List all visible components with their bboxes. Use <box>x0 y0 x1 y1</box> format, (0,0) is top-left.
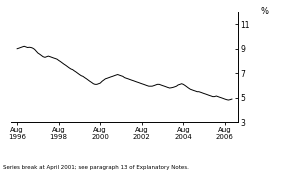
Y-axis label: %: % <box>261 7 269 16</box>
Text: Series break at April 2001; see paragraph 13 of Explanatory Notes.: Series break at April 2001; see paragrap… <box>3 165 189 170</box>
